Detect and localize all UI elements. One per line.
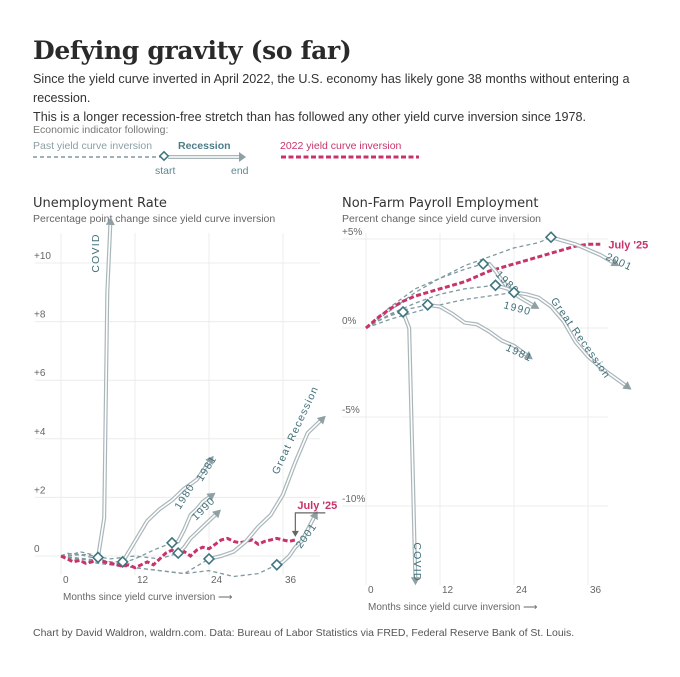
legend-start-marker-icon [158, 150, 170, 162]
legend-past-label: Past yield curve inversion [33, 140, 153, 152]
recession-line-inner-1981 [427, 304, 527, 356]
legend: Economic indicator following: Past yield… [33, 124, 453, 180]
recession-line-inner-1990 [177, 514, 216, 554]
arrowhead-icon [622, 381, 632, 390]
legend-current-label: 2022 yield curve inversion [280, 140, 402, 152]
recession-line-inner-covid [97, 224, 112, 558]
y-tick-label: 0% [342, 316, 357, 327]
legend-arrowhead-icon [239, 152, 246, 162]
recession-start-marker-icon [270, 558, 283, 571]
y-tick-label: +6 [34, 368, 46, 379]
y-tick-label: -5% [342, 405, 360, 416]
arrowhead-icon [206, 492, 216, 502]
arrowhead-icon [610, 258, 620, 267]
credit-line: Chart by David Waldron, waldrn.com. Data… [33, 627, 575, 639]
y-tick-label: +5% [342, 227, 362, 238]
current-label: July '25 [297, 500, 337, 512]
unemployment-panel-title: Unemployment Rate [33, 196, 167, 211]
legend-end-label: end [231, 165, 249, 177]
y-tick-label: +2 [34, 485, 46, 496]
legend-swatches [33, 150, 419, 162]
recession-line-inner-1981 [122, 461, 210, 563]
arrowhead-icon [105, 216, 115, 226]
past-line-1990 [365, 284, 496, 329]
recession-start-marker-icon [116, 555, 129, 568]
arrowhead-icon [316, 415, 326, 425]
x-tick-label: 0 [63, 575, 69, 586]
y-tick-label: +10 [34, 251, 51, 262]
arrowhead-icon [523, 351, 533, 360]
recession-line-inner-great-recession [208, 420, 321, 560]
chart-title: Defying gravity (so far) [33, 36, 352, 65]
x-axis-label: Months since yield curve inversion ⟶ [63, 592, 232, 603]
subtitle-line-1: Since the yield curve inverted in April … [33, 72, 630, 105]
series-label-covid: COVID [411, 542, 423, 581]
recession-start-marker-icon [507, 286, 521, 299]
y-tick-label: +8 [34, 310, 46, 321]
recession-line-inner-2001 [550, 236, 614, 263]
series-label-1981: 1981 [504, 342, 535, 365]
legend-start-label: start [155, 165, 176, 177]
legend-recession-label: Recession [178, 140, 231, 152]
recession-start-marker-icon [489, 279, 502, 292]
current-2022-line [365, 242, 601, 330]
x-tick-label: 12 [442, 585, 454, 596]
series-label-covid: COVID [90, 233, 102, 272]
recession-start-marker-icon [396, 305, 410, 319]
arrowhead-icon [205, 455, 214, 465]
arrowhead-icon [530, 300, 540, 309]
series-label-great-recession: Great Recession [548, 295, 613, 381]
recession-start-marker-icon [202, 552, 216, 566]
recession-line-inner-2001 [276, 517, 315, 566]
current-callout-arrow-icon [291, 530, 299, 537]
y-tick-label: +4 [34, 427, 46, 438]
recession-line-inner-great-recession [513, 291, 626, 386]
current-label: July '25 [608, 239, 648, 251]
arrowhead-icon [410, 577, 420, 586]
recession-start-marker-icon [165, 536, 179, 549]
recession-line-inner-covid [402, 311, 417, 578]
x-tick-label: 12 [137, 575, 149, 586]
x-tick-label: 0 [368, 585, 374, 596]
recession-start-marker-icon [544, 231, 558, 244]
x-tick-label: 24 [516, 585, 528, 596]
recession-line-inner-1980 [171, 496, 210, 544]
arrowhead-icon [212, 509, 221, 519]
legend-heading: Economic indicator following: [33, 124, 169, 136]
payroll-panel-subtitle: Percent change since yield curve inversi… [342, 213, 542, 225]
current-callout-line [294, 512, 326, 534]
unemployment-panel-subtitle: Percentage point change since yield curv… [33, 213, 276, 225]
x-tick-label: 36 [285, 575, 297, 586]
y-tick-label: 0 [34, 544, 40, 555]
past-line-1980 [60, 542, 173, 566]
x-axis-label: Months since yield curve inversion ⟶ [368, 602, 537, 613]
recession-start-marker-icon [477, 257, 490, 271]
x-tick-label: 36 [590, 585, 602, 596]
past-line-1980 [365, 263, 484, 329]
past-line-great-recession [60, 555, 210, 575]
series-label-2001: 2001 [604, 251, 635, 274]
x-tick-label: 24 [211, 575, 223, 586]
recession-start-marker-icon [172, 546, 185, 560]
y-tick-label: -10% [342, 494, 365, 505]
subtitle-line-2: This is a longer recession-free stretch … [33, 110, 587, 124]
payroll-panel-title: Non-Farm Payroll Employment [342, 196, 539, 211]
chart-subtitle: Since the yield curve inverted in April … [33, 70, 673, 127]
recession-start-marker-icon [421, 298, 434, 311]
recession-start-marker-icon [91, 551, 105, 564]
